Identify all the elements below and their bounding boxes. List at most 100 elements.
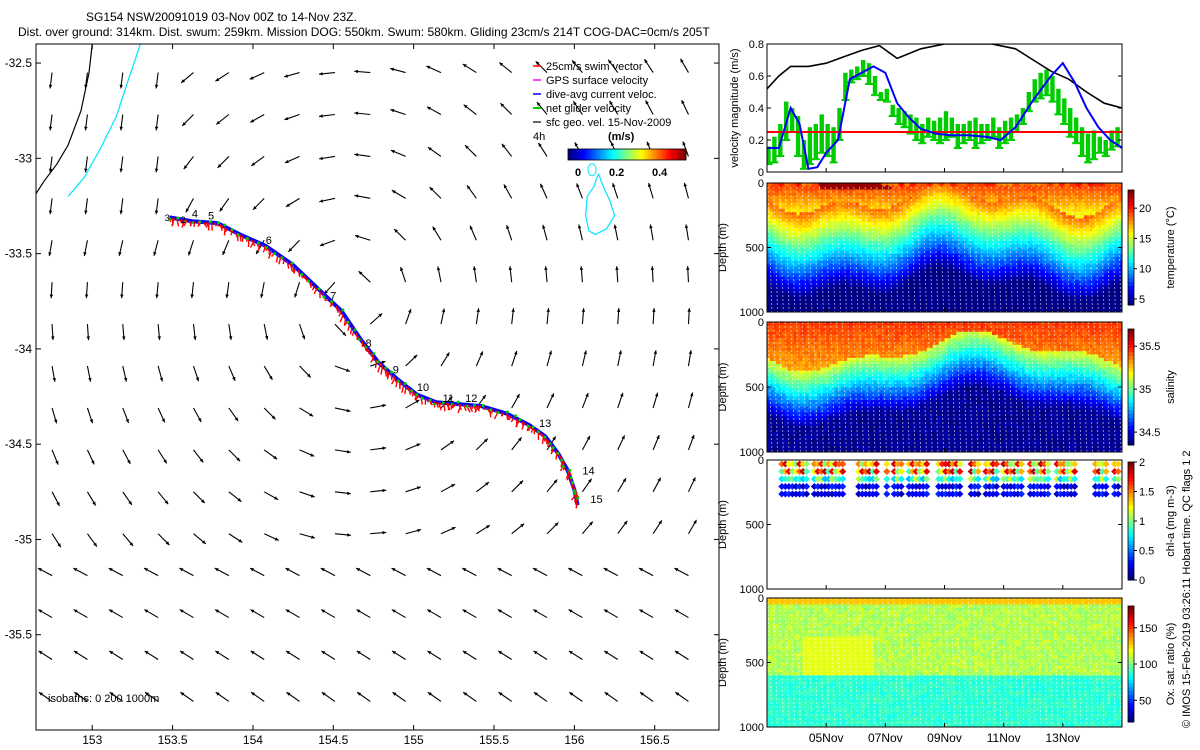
section-cell xyxy=(861,286,866,290)
section-cell xyxy=(1048,279,1052,284)
section-cell xyxy=(1051,186,1055,190)
section-cell xyxy=(1045,250,1049,255)
section-cell xyxy=(1045,260,1049,265)
section-cell xyxy=(994,253,999,258)
map-legend: 25cm/s swim vector GPS surface velocity … xyxy=(533,61,687,179)
section-cell xyxy=(903,305,907,310)
section-cell xyxy=(835,295,839,300)
section-cell xyxy=(950,208,954,213)
section-cell xyxy=(947,260,951,265)
isobath-seamount xyxy=(585,173,616,236)
section-cell xyxy=(802,308,806,312)
section-cell xyxy=(805,208,809,213)
section-cell xyxy=(796,189,800,194)
section-cell xyxy=(994,292,999,297)
section-cell xyxy=(817,224,821,229)
section-cell xyxy=(799,189,803,194)
sfc-velocity-arrowhead xyxy=(610,141,615,146)
section-cell xyxy=(1048,228,1052,232)
section-cell xyxy=(855,192,860,197)
section-cell xyxy=(950,195,954,200)
section-cell xyxy=(840,295,845,300)
section-cell xyxy=(858,224,863,229)
section-cell xyxy=(775,202,780,206)
sfc-velocity-arrowhead xyxy=(153,251,157,256)
section-cell xyxy=(941,202,945,206)
section-cell xyxy=(858,186,863,190)
section-cell xyxy=(1012,270,1016,274)
section-cell xyxy=(991,292,996,297)
section-cell xyxy=(988,231,993,235)
section-cell xyxy=(823,195,827,200)
section-cell xyxy=(1042,299,1046,303)
swim-vector xyxy=(521,422,526,430)
section-cell xyxy=(802,241,806,245)
section-cell xyxy=(888,289,892,294)
section-cell xyxy=(775,257,780,261)
section-cell xyxy=(879,237,883,242)
legend-entry-net: net glider velocity xyxy=(533,103,631,115)
section-cell xyxy=(1024,305,1028,310)
sfc-velocity-arrowhead xyxy=(93,542,97,547)
section-cell xyxy=(778,305,783,310)
section-cell xyxy=(985,282,990,287)
section-cell xyxy=(879,218,883,223)
section-cell xyxy=(938,212,942,216)
section-cell xyxy=(849,215,854,219)
section-cell xyxy=(846,218,851,223)
section-cell xyxy=(962,224,966,229)
swim-vector xyxy=(452,403,457,409)
sfc-velocity-arrowhead xyxy=(55,460,59,465)
section-cell xyxy=(775,270,780,274)
section-cell xyxy=(879,299,883,303)
section-cell xyxy=(805,237,809,242)
section-cell xyxy=(772,192,777,197)
section-cell xyxy=(888,286,892,290)
section-cell xyxy=(1012,212,1016,216)
section-cell xyxy=(911,208,916,213)
section-cell xyxy=(790,308,795,312)
section-cell xyxy=(891,237,895,242)
section-cell xyxy=(787,279,792,284)
section-cell xyxy=(838,192,842,197)
section-cell xyxy=(1015,279,1019,284)
section-cell xyxy=(879,286,883,290)
section-cell xyxy=(1024,286,1028,290)
section-cell xyxy=(947,257,951,261)
section-cell xyxy=(897,263,901,268)
section-cell xyxy=(1015,244,1019,248)
net-velocity-marker xyxy=(526,424,530,428)
section-cell xyxy=(817,257,821,261)
section-cell xyxy=(838,221,842,226)
section-cell xyxy=(826,308,830,312)
section-cell xyxy=(991,221,996,226)
section-cell xyxy=(870,195,874,200)
section-cell xyxy=(858,195,863,200)
section-cell xyxy=(805,218,809,223)
section-cell xyxy=(1024,231,1028,235)
section-cell xyxy=(974,292,978,297)
section-cell xyxy=(784,202,789,206)
section-cell xyxy=(1033,270,1037,274)
section-cell xyxy=(876,257,880,261)
section-cell xyxy=(781,241,786,245)
section-cell xyxy=(793,257,797,261)
section-cell xyxy=(781,263,786,268)
section-cell xyxy=(820,224,824,229)
section-cell xyxy=(879,295,883,300)
section-cell xyxy=(956,224,960,229)
section-cell xyxy=(820,289,824,294)
section-cell xyxy=(923,221,928,226)
section-cell xyxy=(944,295,948,300)
section-cell xyxy=(962,208,966,213)
section-cell xyxy=(977,237,981,242)
section-cell xyxy=(775,205,780,210)
section-cell xyxy=(923,195,928,200)
section-cell xyxy=(852,279,857,284)
section-cell xyxy=(1012,247,1016,252)
legend-entry-sfc: sfc geo. vel. 15-Nov-2009 xyxy=(533,117,671,129)
section-cell xyxy=(977,286,981,290)
section-cell xyxy=(977,250,981,255)
section-cell xyxy=(903,295,907,300)
section-cell xyxy=(1021,189,1025,194)
